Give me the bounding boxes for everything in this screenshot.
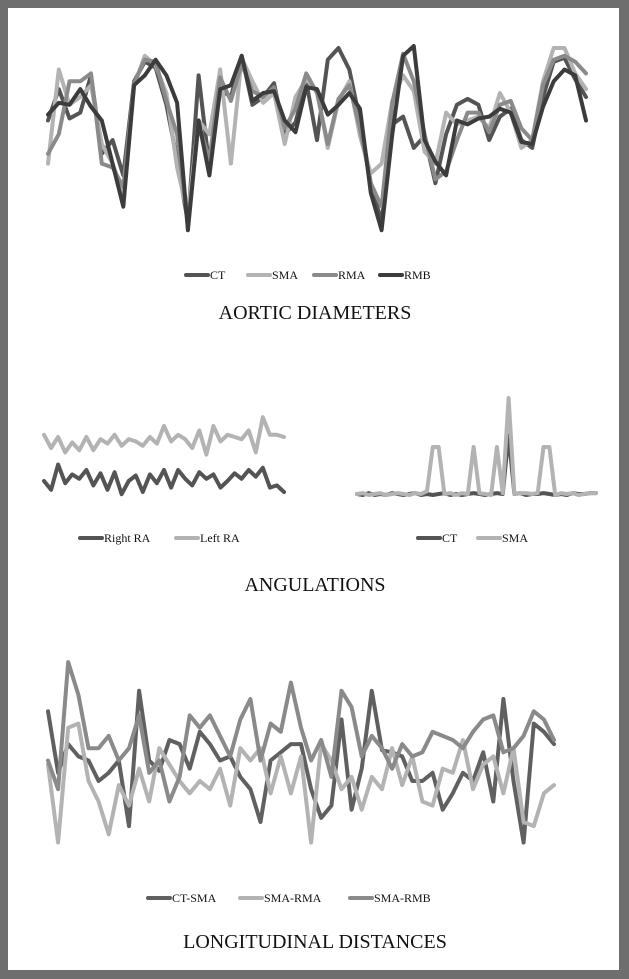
longitudinal-legend-label-sma-rmb: SMA-RMB [374,891,431,905]
angulations-right-legend-label-ct: CT [442,531,458,545]
aortic-diameters-title: AORTIC DIAMETERS [219,302,412,324]
angulations-left-series-right-ra [42,462,286,497]
longitudinal-series-sma-rmb [46,660,556,804]
longitudinal-distances-title: LONGITUDINAL DISTANCES [183,931,447,953]
angulations-title: ANGULATIONS [244,574,385,596]
angulations-right-series-sma [355,396,598,497]
longitudinal-legend-label-ct-sma: CT-SMA [172,891,217,905]
aortic-legend-label-ct: CT [210,268,226,282]
angulations-left-legend-label-right-ra: Right RA [104,531,151,545]
angulations-right-chart [355,396,598,497]
longitudinal-distances-legend: CT-SMA SMA-RMA SMA-RMB [146,891,431,905]
angulations-left-legend: Right RA Left RA [78,531,240,545]
angulations-right-legend-label-sma: SMA [502,531,528,545]
angulations-right-legend: CT SMA [416,531,528,545]
aortic-series-rmb [46,44,588,233]
aortic-legend-label-sma: SMA [272,268,298,282]
longitudinal-legend-label-sma-rma: SMA-RMA [264,891,322,905]
aortic-legend-label-rmb: RMB [404,268,431,282]
angulations-left-series-left-ra [42,415,286,457]
aortic-legend-label-rma: RMA [338,268,366,282]
figure-frame: CT SMA RMA RMB AORTIC DIAMETERS Right RA Lef… [8,8,619,970]
aortic-diameters-chart [46,44,588,233]
angulations-left-legend-label-left-ra: Left RA [200,531,240,545]
longitudinal-series-sma-rma [46,721,556,845]
aortic-diameters-legend: CT SMA RMA RMB [184,268,431,282]
figure-canvas: CT SMA RMA RMB AORTIC DIAMETERS Right RA Lef… [42,44,598,953]
longitudinal-distances-chart [46,660,556,845]
angulations-left-chart [42,415,286,497]
